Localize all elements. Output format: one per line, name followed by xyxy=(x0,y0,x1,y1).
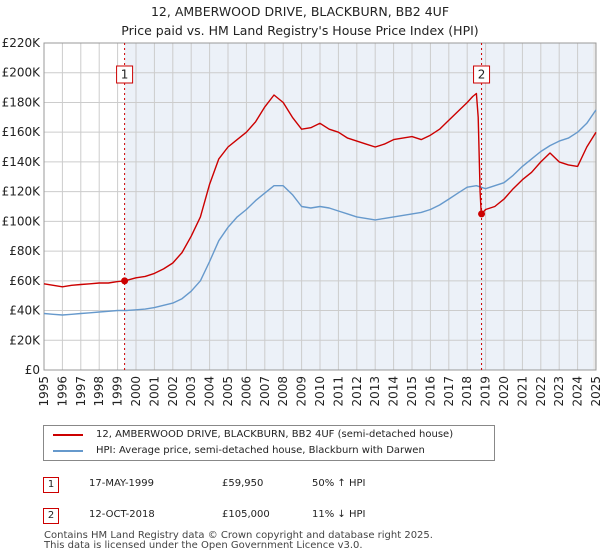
x-tick-label: 2011 xyxy=(331,376,345,407)
y-tick-label: £160K xyxy=(2,125,42,139)
sale-price: £105,000 xyxy=(222,509,270,520)
sale-badge: 1 xyxy=(43,477,59,493)
y-tick-label: £60K xyxy=(9,274,41,288)
y-tick-label: £220K xyxy=(2,36,42,50)
plot-frame xyxy=(43,42,597,371)
x-tick-label: 2012 xyxy=(350,376,364,407)
y-tick-label: £140K xyxy=(2,155,42,169)
sale-point xyxy=(478,210,486,218)
footer: Contains HM Land Registry data © Crown c… xyxy=(44,531,433,551)
sale-marker-box xyxy=(116,65,134,84)
x-tick-label: 2000 xyxy=(129,376,143,407)
x-tick-label: 2003 xyxy=(184,376,198,407)
y-tick-label: £100K xyxy=(2,214,42,228)
x-tick-label: 2018 xyxy=(460,376,474,407)
x-tick-label: 2015 xyxy=(405,376,419,407)
x-tick-label: 2008 xyxy=(276,376,290,407)
x-tick-label: 2002 xyxy=(166,376,180,407)
x-tick-label: 2016 xyxy=(423,376,437,407)
sale-marker-label: 2 xyxy=(478,68,486,82)
sale-date: 17-MAY-1999 xyxy=(89,478,155,489)
sale-hpi-change: 50% ↑ HPI xyxy=(312,478,366,489)
x-tick-label: 1999 xyxy=(111,376,125,407)
legend-label-property: 12, AMBERWOOD DRIVE, BLACKBURN, BB2 4UF … xyxy=(96,429,454,440)
x-tick-label: 1995 xyxy=(37,376,51,407)
sale-marker-box xyxy=(473,65,491,84)
x-tick-label: 2020 xyxy=(497,376,511,407)
x-tick-label: 2006 xyxy=(239,376,253,407)
sale-hpi-change: 11% ↓ HPI xyxy=(312,509,366,520)
y-tick-label: £80K xyxy=(9,244,41,258)
chart-title-block: 12, AMBERWOOD DRIVE, BLACKBURN, BB2 4UF … xyxy=(0,2,600,40)
x-tick-label: 2009 xyxy=(295,376,309,407)
footer-licence: This data is licensed under the Open Gov… xyxy=(44,540,363,551)
sale-badge: 2 xyxy=(43,508,59,524)
y-tick-label: £200K xyxy=(2,66,42,80)
legend-label-hpi: HPI: Average price, semi-detached house,… xyxy=(96,445,425,456)
y-tick-label: £20K xyxy=(9,333,41,347)
tick-layer: £0 £20K £40K £60K £80K £100K £120K £140K £160K £1… xyxy=(2,36,600,407)
x-tick-label: 2005 xyxy=(221,376,235,407)
ownership-shade xyxy=(481,43,596,370)
sale-row: 1 17-MAY-1999 £59,950 50% ↑ HPI xyxy=(0,474,600,496)
chart-title: 12, AMBERWOOD DRIVE, BLACKBURN, BB2 4UF xyxy=(150,4,450,19)
legend: 12, AMBERWOOD DRIVE, BLACKBURN, BB2 4UF … xyxy=(43,425,495,461)
chart-subtitle: Price paid vs. HM Land Registry's House … xyxy=(121,23,479,38)
x-tick-label: 2014 xyxy=(387,376,401,407)
x-tick-label: 2025 xyxy=(589,376,600,407)
sale-row: 2 12-OCT-2018 £105,000 11% ↓ HPI xyxy=(0,505,600,527)
series-layer xyxy=(43,92,597,316)
x-tick-label: 2001 xyxy=(147,376,161,407)
x-tick-label: 2023 xyxy=(552,376,566,407)
forecast-shade xyxy=(593,43,596,370)
x-tick-label: 1998 xyxy=(92,376,106,407)
x-tick-label: 2007 xyxy=(258,376,272,407)
y-tick-label: £180K xyxy=(2,95,42,109)
hpi-line xyxy=(43,109,597,316)
y-tick-label: £0 xyxy=(25,363,40,377)
x-tick-label: 2022 xyxy=(534,376,548,407)
sale-date: 12-OCT-2018 xyxy=(89,509,155,520)
sale-point xyxy=(121,277,129,285)
x-tick-label: 2004 xyxy=(203,376,217,407)
property-price-line xyxy=(43,92,597,288)
sale-marker-label: 1 xyxy=(121,68,129,82)
x-tick-label: 2024 xyxy=(571,376,585,407)
x-tick-label: 2019 xyxy=(479,376,493,407)
x-tick-label: 2013 xyxy=(368,376,382,407)
footer-copyright: Contains HM Land Registry data © Crown c… xyxy=(44,530,433,541)
legend-swatch-hpi xyxy=(53,450,83,452)
x-tick-label: 1997 xyxy=(74,376,88,407)
x-tick-label: 2017 xyxy=(442,376,456,407)
legend-swatch-property xyxy=(53,434,83,436)
y-tick-label: £40K xyxy=(9,304,41,318)
x-tick-label: 2010 xyxy=(313,376,327,407)
x-tick-label: 1996 xyxy=(55,376,69,407)
grid-layer xyxy=(43,42,597,371)
y-tick-label: £120K xyxy=(2,185,42,199)
x-tick-label: 2021 xyxy=(515,376,529,407)
sale-price: £59,950 xyxy=(222,478,264,489)
